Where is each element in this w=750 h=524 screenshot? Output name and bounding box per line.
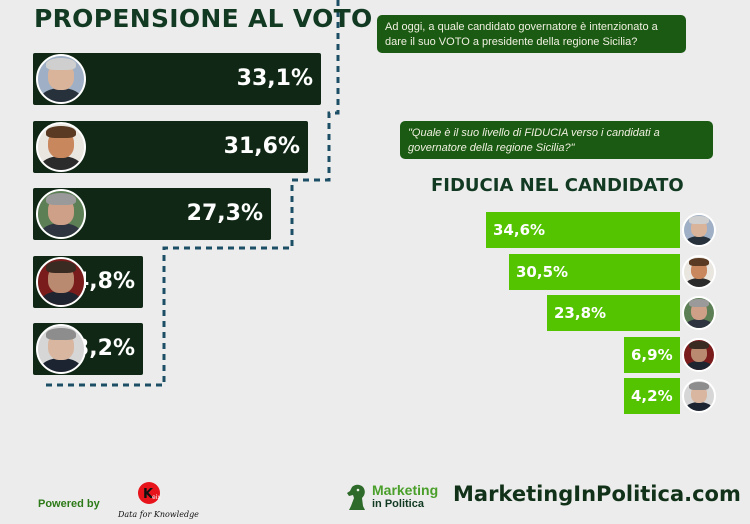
vote-bar-label: 33,1% [236, 66, 313, 91]
avatar-hair [46, 57, 76, 70]
powered-by-label: Powered by [38, 498, 100, 510]
avatar-hair [689, 382, 709, 390]
avatar-hair [689, 341, 709, 349]
avatar-hair [689, 216, 709, 224]
svg-text:eix: eix [152, 494, 161, 501]
candidate-2-avatar-2 [36, 122, 86, 172]
mip-brand-name: Marketing [372, 482, 439, 498]
avatar-suit [39, 223, 83, 237]
avatar-hair [46, 327, 76, 340]
trust-bar: 4,2% [624, 378, 680, 414]
vote-bar-label: 27,3% [186, 201, 263, 226]
avatar-hair [46, 260, 76, 273]
candidate-4-avatar-4 [36, 257, 86, 307]
candidate-2-avatar-2 [682, 255, 716, 289]
svg-text:K: K [143, 487, 154, 502]
trust-bar: 23,8% [547, 295, 680, 331]
avatar-suit [39, 156, 83, 170]
candidate-1-avatar-1 [36, 54, 86, 104]
avatar-hair [689, 299, 709, 307]
avatar-suit [685, 319, 713, 328]
chess-knight-logo-icon [347, 484, 365, 510]
avatar-suit [685, 361, 713, 370]
avatar-suit [685, 402, 713, 411]
keix-tagline: Data for Knowledge [118, 510, 199, 519]
candidate-1-avatar-1 [682, 213, 716, 247]
avatar-suit [39, 291, 83, 305]
candidate-5-avatar-5 [36, 324, 86, 374]
trust-chart-title: FIDUCIA NEL CANDIDATO [431, 175, 684, 196]
avatar-suit [685, 236, 713, 245]
trust-bar-label: 4,2% [631, 387, 673, 405]
mip-brand-sub: in Politica [372, 498, 424, 510]
site-url[interactable]: MarketingInPolitica.com [453, 482, 741, 506]
candidate-4-avatar-4 [682, 338, 716, 372]
vote-chart-title: PROPENSIONE AL VOTO [34, 4, 373, 33]
trust-bar-label: 30,5% [516, 263, 569, 281]
trust-bar-label: 23,8% [554, 304, 607, 322]
avatar-suit [685, 278, 713, 287]
trust-bar: 6,9% [624, 337, 680, 373]
dotted-step-path [43, 0, 340, 387]
avatar-suit [39, 88, 83, 102]
candidate-3-avatar-3 [36, 189, 86, 239]
avatar-hair [46, 192, 76, 205]
keix-logo: K eix [138, 482, 161, 504]
trust-bar-label: 6,9% [631, 346, 673, 364]
candidate-3-avatar-3 [682, 296, 716, 330]
candidate-5-avatar-5 [682, 379, 716, 413]
trust-question-box: "Quale è il suo livello di FIDUCIA verso… [400, 121, 713, 159]
trust-bar-label: 34,6% [493, 221, 546, 239]
avatar-hair [689, 258, 709, 266]
trust-bar: 30,5% [509, 254, 680, 290]
vote-question-box: Ad oggi, a quale candidato governatore è… [377, 15, 686, 53]
avatar-hair [46, 125, 76, 138]
vote-bar-label: 31,6% [223, 134, 300, 159]
avatar-suit [39, 358, 83, 372]
trust-bar: 34,6% [486, 212, 680, 248]
